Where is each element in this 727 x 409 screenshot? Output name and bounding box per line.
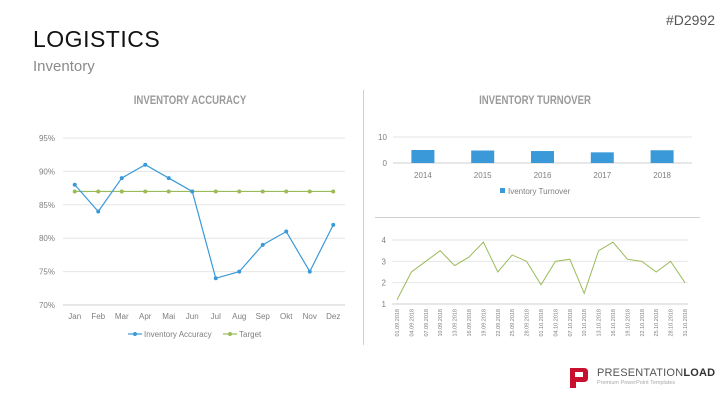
logo-text-regular: PRESENTATION xyxy=(597,367,684,379)
data-point xyxy=(213,189,218,194)
y-tick-label: 3 xyxy=(382,257,387,266)
presentationload-logo-icon xyxy=(570,368,588,388)
chart-title-turnover: INVENTORY TURNOVER xyxy=(479,93,591,107)
data-point xyxy=(166,176,171,181)
x-tick-label: Mar xyxy=(115,312,129,321)
x-tick-label: 25.09.2018 xyxy=(510,309,516,337)
data-point xyxy=(143,162,148,167)
x-tick-label: 04.09.2018 xyxy=(409,309,415,337)
x-tick-label: 01.10.2018 xyxy=(539,309,545,337)
y-tick-label: 85% xyxy=(39,201,55,210)
bar-2018 xyxy=(650,150,674,163)
x-tick-label: 04.10.2018 xyxy=(553,309,559,337)
y-tick-label: 2 xyxy=(382,279,387,288)
bar-2014 xyxy=(411,150,435,163)
bar-2016 xyxy=(531,151,554,163)
chart-title-accuracy: INVENTORY ACCURACY xyxy=(133,93,247,107)
x-tick-label: 2017 xyxy=(593,171,611,180)
series-line-inventory-accuracy xyxy=(74,164,334,280)
y-tick-label: 70% xyxy=(39,301,55,310)
page-subtitle: Inventory xyxy=(33,58,95,75)
x-tick-label: Apr xyxy=(139,312,152,321)
x-tick-label: 25.10.2018 xyxy=(654,309,660,337)
x-tick-label: 2015 xyxy=(474,171,492,180)
x-tick-label: Aug xyxy=(232,312,246,321)
data-point xyxy=(190,189,195,194)
x-tick-label: 13.10.2018 xyxy=(597,309,603,337)
logo-text-bold: LOAD xyxy=(683,367,716,379)
data-point xyxy=(331,222,336,227)
slide-code: #D2992 xyxy=(665,12,715,28)
y-tick-label: 4 xyxy=(382,236,387,245)
vertical-divider xyxy=(363,90,364,345)
y-tick-label: 80% xyxy=(39,234,55,243)
data-point xyxy=(307,189,312,194)
x-tick-label: 2014 xyxy=(414,171,432,180)
legend-label: Target xyxy=(239,330,262,339)
logo-text: PRESENTATIONLOAD xyxy=(597,367,715,379)
data-point xyxy=(119,189,124,194)
legend-marker xyxy=(228,332,232,336)
x-tick-label: Okt xyxy=(280,312,293,321)
x-tick-label: Jul xyxy=(211,312,221,321)
x-tick-label: 2016 xyxy=(534,171,552,180)
x-tick-label: 31.10.2018 xyxy=(683,309,689,337)
data-point xyxy=(237,269,242,274)
x-tick-label: Jan xyxy=(68,312,81,321)
x-tick-label: Feb xyxy=(91,312,105,321)
data-point xyxy=(72,182,77,187)
page-title: LOGISTICS xyxy=(33,26,161,52)
x-tick-label: 28.10.2018 xyxy=(669,309,675,337)
x-tick-label: Sep xyxy=(256,312,271,321)
x-tick-label: 10.09.2018 xyxy=(438,309,444,337)
x-tick-label: 16.10.2018 xyxy=(611,309,617,337)
data-point xyxy=(331,189,336,194)
x-tick-label: 19.10.2018 xyxy=(625,309,631,337)
legend-label: Inventory Accuracy xyxy=(144,330,212,339)
bar-2015 xyxy=(471,150,495,163)
x-tick-label: 19.09.2018 xyxy=(481,309,487,337)
legend-label: Iventory Turnover xyxy=(508,187,571,196)
logo-tagline: Premium PowerPoint Templates xyxy=(597,380,676,386)
data-point xyxy=(166,189,171,194)
data-point xyxy=(260,242,265,247)
data-point xyxy=(213,276,218,281)
x-tick-label: 10.10.2018 xyxy=(582,309,588,337)
bar-2017 xyxy=(590,152,614,163)
x-tick-label: Jun xyxy=(186,312,199,321)
series-line xyxy=(396,241,686,300)
x-tick-label: 07.09.2018 xyxy=(424,309,430,337)
data-point xyxy=(96,189,101,194)
x-tick-label: 01.09.2018 xyxy=(395,309,401,337)
y-tick-label: 10 xyxy=(378,133,387,142)
horizontal-divider xyxy=(375,217,700,218)
x-tick-label: 22.09.2018 xyxy=(496,309,502,337)
data-point xyxy=(119,176,124,181)
y-tick-label: 0 xyxy=(383,159,388,168)
data-point xyxy=(260,189,265,194)
x-tick-label: Dez xyxy=(326,312,340,321)
x-tick-label: 28.09.2018 xyxy=(525,309,531,337)
x-tick-label: Mai xyxy=(162,312,175,321)
legend-marker xyxy=(133,332,137,336)
data-point xyxy=(72,189,77,194)
x-tick-label: 2018 xyxy=(653,171,671,180)
x-tick-label: 16.09.2018 xyxy=(467,309,473,337)
data-point xyxy=(143,189,148,194)
x-tick-label: 22.10.2018 xyxy=(640,309,646,337)
legend-marker xyxy=(500,188,505,193)
x-tick-label: Nov xyxy=(303,312,317,321)
x-tick-label: 07.10.2018 xyxy=(568,309,574,337)
data-point xyxy=(307,269,312,274)
y-tick-label: 75% xyxy=(39,268,55,277)
y-tick-label: 90% xyxy=(39,167,55,176)
y-tick-label: 95% xyxy=(39,134,55,143)
x-tick-label: 13.09.2018 xyxy=(453,309,459,337)
data-point xyxy=(284,189,289,194)
y-tick-label: 1 xyxy=(382,300,387,309)
data-point xyxy=(237,189,242,194)
data-point xyxy=(284,229,289,234)
data-point xyxy=(96,209,101,214)
